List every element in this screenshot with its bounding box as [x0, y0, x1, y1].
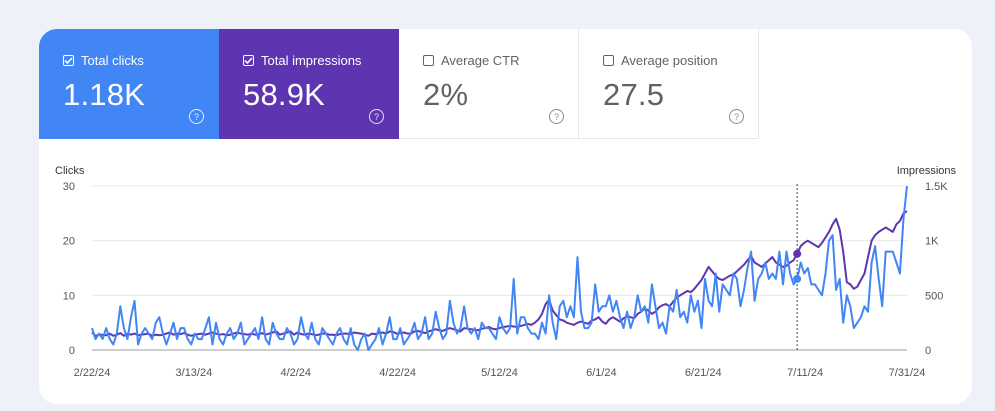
x-ticks: 2/22/24 3/13/24 4/2/24 4/22/24 5/12/24 6/1/24… [74, 367, 926, 379]
hover-point-impressions [793, 249, 802, 258]
card-label-row: Total impressions [243, 51, 398, 69]
performance-panel: Total clicks 1.18K ? Total impressions 5… [39, 29, 972, 404]
checkbox-checked-icon[interactable] [243, 54, 254, 66]
checkbox-checked-icon[interactable] [63, 54, 74, 66]
x-tick-label: 4/22/24 [379, 367, 416, 379]
card-value: 58.9K [243, 77, 326, 112]
help-icon[interactable]: ? [189, 109, 204, 124]
clicks-series-line [91, 185, 908, 351]
y-left-tick-label: 20 [63, 236, 75, 248]
card-label: Total clicks [81, 52, 144, 68]
x-tick-label: 4/2/24 [280, 367, 311, 379]
y-left-tick-label: 0 [69, 345, 75, 357]
y-left-tick-label: 30 [63, 181, 75, 193]
y-left-axis-title: Clicks [55, 165, 85, 177]
x-tick-label: 2/22/24 [74, 367, 111, 379]
card-value: 2% [423, 77, 469, 112]
chart-grid [92, 185, 907, 351]
x-tick-label: 6/21/24 [685, 367, 722, 379]
series-lines [91, 185, 908, 351]
card-total-clicks[interactable]: Total clicks 1.18K ? [39, 29, 219, 139]
performance-chart[interactable]: Clicks Impressions 0 0 10 500 20 1K 30 1.5K 2/2… [39, 139, 972, 404]
x-tick-label: 7/31/24 [889, 367, 926, 379]
hover-point-clicks [793, 274, 802, 283]
card-total-impressions[interactable]: Total impressions 58.9K ? [219, 29, 399, 139]
x-tick-label: 6/1/24 [586, 367, 617, 379]
card-label-row: Total clicks [63, 51, 218, 69]
card-value: 1.18K [63, 77, 146, 112]
card-label-row: Average position [603, 51, 758, 69]
checkbox-unchecked-icon[interactable] [603, 54, 614, 66]
y-right-tick-label: 1K [925, 236, 939, 248]
help-icon[interactable]: ? [729, 109, 744, 124]
impressions-series-line [91, 210, 908, 337]
metric-cards: Total clicks 1.18K ? Total impressions 5… [39, 29, 759, 139]
card-label: Total impressions [261, 52, 362, 68]
y-right-tick-label: 1.5K [925, 181, 948, 193]
y-right-axis-title: Impressions [897, 165, 957, 177]
card-label-row: Average CTR [423, 51, 578, 69]
x-tick-label: 5/12/24 [481, 367, 518, 379]
help-icon[interactable]: ? [369, 109, 384, 124]
x-tick-label: 3/13/24 [176, 367, 213, 379]
card-average-position[interactable]: Average position 27.5 ? [579, 29, 759, 139]
card-label: Average CTR [441, 52, 520, 68]
hover-indicator [793, 184, 802, 350]
help-icon[interactable]: ? [549, 109, 564, 124]
card-average-ctr[interactable]: Average CTR 2% ? [399, 29, 579, 139]
y-right-tick-label: 0 [925, 345, 931, 357]
x-tick-label: 7/11/24 [787, 367, 823, 379]
checkbox-unchecked-icon[interactable] [423, 54, 434, 66]
y-right-tick-label: 500 [925, 290, 943, 302]
card-label: Average position [621, 52, 718, 68]
card-value: 27.5 [603, 77, 665, 112]
y-left-tick-label: 10 [63, 290, 75, 302]
y-ticks: 0 0 10 500 20 1K 30 1.5K [63, 181, 949, 357]
